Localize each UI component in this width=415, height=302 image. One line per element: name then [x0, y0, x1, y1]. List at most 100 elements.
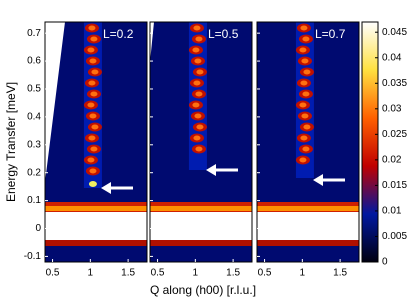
heatmap — [150, 22, 252, 262]
blob-core — [195, 146, 203, 152]
blob-core — [195, 36, 203, 42]
x-tick-label: 1 — [300, 268, 306, 279]
blob-core — [299, 102, 307, 108]
panel: L=0.5 0.5 1 1.5 — [149, 21, 253, 279]
blob-core — [90, 146, 98, 152]
colorbar-tick-label: 0.035 — [382, 78, 407, 89]
heatmap — [257, 22, 359, 262]
panel-label: L=0.2 — [103, 27, 134, 41]
blob-peak — [88, 181, 97, 187]
frame — [256, 21, 360, 263]
band-upper-core — [45, 206, 147, 211]
colorbar — [361, 21, 379, 263]
blob-core — [192, 47, 200, 53]
x-tick-label: 1.5 — [226, 268, 240, 279]
elastic — [45, 212, 147, 240]
arrow-head — [101, 182, 111, 194]
y-tick-label: -0.1 — [24, 251, 42, 262]
blob-core — [89, 113, 97, 119]
blob-core — [196, 124, 204, 130]
blob-core — [87, 47, 95, 53]
colorbar-tick-label: 0.02 — [382, 155, 402, 166]
x-tick-label: 0.5 — [151, 268, 165, 279]
arrow-head — [313, 174, 323, 186]
colorbar-tick-label: 0.005 — [382, 231, 407, 242]
blob-core — [91, 69, 99, 75]
colorbar-tick-label: 0.03 — [382, 103, 402, 114]
band-upper-core — [150, 206, 252, 211]
blob-core — [90, 91, 98, 97]
blob-core — [87, 102, 95, 108]
blob-core — [300, 135, 308, 141]
y-tick-label: 0.1 — [27, 195, 41, 206]
blob-core — [193, 80, 201, 86]
colorbar-tick-label: 0.025 — [382, 129, 407, 140]
blob-core — [302, 36, 310, 42]
blob-core — [303, 124, 311, 130]
blob-core — [195, 91, 203, 97]
colorbar-tick-label: 0.015 — [382, 180, 407, 191]
blob-core — [194, 58, 202, 64]
frame — [44, 21, 148, 263]
y-tick-label: 0.4 — [27, 112, 41, 123]
y-tick-label: 0.3 — [27, 139, 41, 150]
colorbar-tick-label: 0.045 — [382, 27, 407, 38]
y-tick-label: 0.2 — [27, 167, 41, 178]
heatmap — [45, 22, 147, 262]
blob-core — [196, 69, 204, 75]
y-tick-label: 0.7 — [27, 28, 41, 39]
blob-core — [89, 168, 97, 174]
blob-core — [303, 69, 311, 75]
blob-core — [87, 157, 95, 163]
x-tick-label: 1.5 — [121, 268, 135, 279]
blob-core — [302, 146, 310, 152]
y-tick-label: 0.5 — [27, 84, 41, 95]
colorbar-tick-label: 0 — [382, 257, 388, 268]
blob-core — [89, 58, 97, 64]
panel: L=0.7 0.5 1 1.5 — [256, 21, 360, 279]
blob-core — [88, 25, 96, 31]
blob-core — [192, 102, 200, 108]
x-tick-label: 1 — [88, 268, 94, 279]
streak-glow — [295, 22, 314, 178]
blob-core — [88, 80, 96, 86]
x-axis-label: Q along (h00) [r.l.u.] — [150, 283, 256, 297]
elastic — [257, 212, 359, 240]
blob-core — [301, 113, 309, 119]
kinematic-limit — [45, 22, 65, 182]
blob-core — [90, 36, 98, 42]
blob-core — [299, 157, 307, 163]
blob-core — [300, 80, 308, 86]
band-lower — [150, 238, 252, 246]
y-tick-label: 0 — [35, 223, 41, 234]
blob-core — [301, 58, 309, 64]
blob-core — [91, 124, 99, 130]
blob-core — [193, 25, 201, 31]
frame — [149, 21, 253, 263]
y-axis-label: Energy Transfer [meV] — [4, 82, 18, 202]
blob-core — [194, 113, 202, 119]
x-tick-label: 0.5 — [258, 268, 272, 279]
x-tick-label: 1.5 — [333, 268, 347, 279]
panel-label: L=0.7 — [315, 27, 346, 41]
colorbar-tick-label: 0.04 — [382, 52, 402, 63]
arrow-head — [206, 164, 216, 176]
blob-core — [193, 135, 201, 141]
kinematic-limit — [150, 22, 154, 62]
panel-label: L=0.5 — [208, 27, 239, 41]
colorbar-tick-label: 0.01 — [382, 206, 402, 217]
x-tick-label: 0.5 — [46, 268, 60, 279]
blob-core — [299, 47, 307, 53]
y-tick-label: 0.6 — [27, 56, 41, 67]
elastic — [150, 212, 252, 240]
blob-core — [302, 91, 310, 97]
panel: L=0.2 0.5 1 1.5 -0.1 0 0.1 0.2 0.3 0.4 0.5 0.6 0.7 — [24, 21, 148, 279]
x-tick-label: 1 — [193, 268, 199, 279]
blob-core — [300, 25, 308, 31]
band-lower — [45, 238, 147, 246]
blob-core — [88, 135, 96, 141]
band-upper-core — [257, 206, 359, 211]
band-lower — [257, 238, 359, 246]
